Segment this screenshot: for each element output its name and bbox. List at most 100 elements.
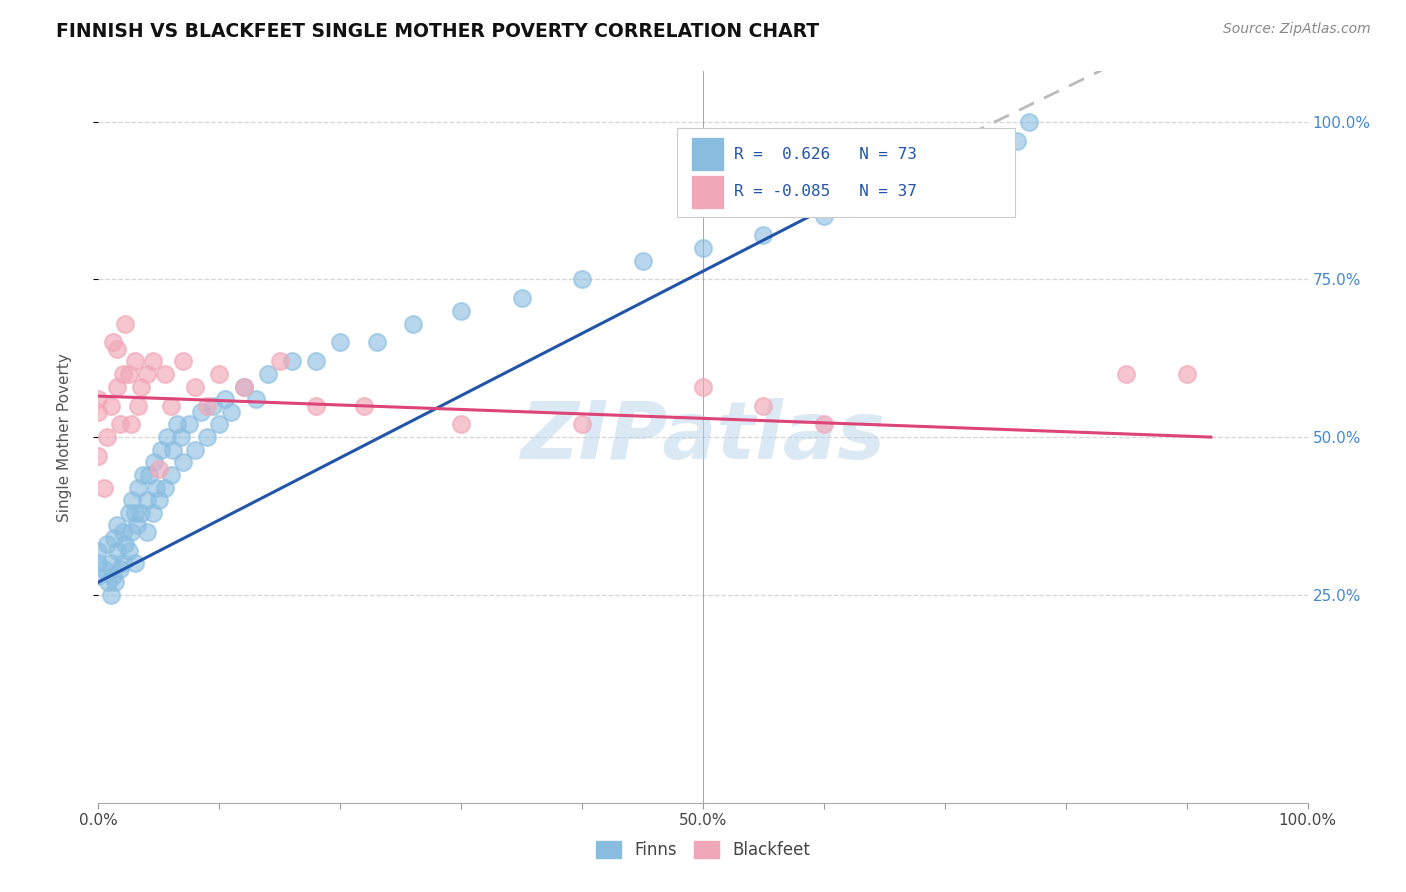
Point — [510, 291, 533, 305]
Point — [934, 190, 956, 204]
Point — [114, 537, 136, 551]
Point — [994, 146, 1017, 161]
Point — [124, 354, 146, 368]
Point — [87, 569, 110, 583]
Point — [1175, 367, 1198, 381]
Point — [135, 367, 157, 381]
Point — [153, 481, 176, 495]
Point — [184, 379, 207, 393]
Point — [108, 417, 131, 432]
Point — [184, 442, 207, 457]
Point — [129, 506, 152, 520]
Point — [232, 379, 254, 393]
Point — [118, 543, 141, 558]
Point — [127, 518, 149, 533]
Point — [692, 379, 714, 393]
Point — [179, 417, 201, 432]
Point — [105, 518, 128, 533]
Point — [256, 367, 278, 381]
Point — [172, 354, 194, 368]
Point — [118, 506, 141, 520]
Point — [166, 417, 188, 432]
Point — [111, 367, 134, 381]
Point — [305, 354, 328, 368]
Point — [305, 399, 328, 413]
Point — [120, 417, 142, 432]
Point — [195, 430, 218, 444]
Point — [813, 210, 835, 224]
Point — [120, 524, 142, 539]
Point — [202, 399, 225, 413]
Point — [87, 392, 110, 407]
Point — [121, 493, 143, 508]
Point — [190, 405, 212, 419]
Point — [1007, 134, 1029, 148]
Point — [752, 399, 775, 413]
Point — [135, 524, 157, 539]
Point — [111, 556, 134, 570]
Point — [124, 556, 146, 570]
Point — [108, 562, 131, 576]
Point — [118, 367, 141, 381]
Point — [127, 481, 149, 495]
Point — [366, 335, 388, 350]
Point — [160, 467, 183, 482]
Point — [692, 241, 714, 255]
Point — [353, 399, 375, 413]
Point — [124, 506, 146, 520]
Point — [97, 575, 120, 590]
Point — [631, 253, 654, 268]
Point — [221, 405, 243, 419]
Point — [214, 392, 236, 407]
Point — [145, 481, 167, 495]
Point — [208, 367, 231, 381]
Point — [101, 335, 124, 350]
Point — [873, 190, 896, 204]
Point — [101, 569, 124, 583]
Point — [232, 379, 254, 393]
Point — [100, 399, 122, 413]
Point — [105, 379, 128, 393]
Point — [160, 399, 183, 413]
Point — [245, 392, 267, 407]
Point — [571, 417, 593, 432]
Point — [87, 556, 110, 570]
Point — [269, 354, 291, 368]
Point — [1115, 367, 1137, 381]
Point — [153, 367, 176, 381]
Point — [1018, 115, 1040, 129]
Point — [195, 399, 218, 413]
Point — [93, 481, 115, 495]
Point — [981, 153, 1004, 167]
Point — [93, 562, 115, 576]
Point — [910, 178, 932, 192]
Point — [957, 165, 980, 179]
Point — [148, 461, 170, 475]
Point — [150, 442, 173, 457]
Point — [96, 430, 118, 444]
Text: FINNISH VS BLACKFEET SINGLE MOTHER POVERTY CORRELATION CHART: FINNISH VS BLACKFEET SINGLE MOTHER POVER… — [56, 22, 820, 41]
Point — [87, 543, 110, 558]
Point — [138, 467, 160, 482]
Text: Source: ZipAtlas.com: Source: ZipAtlas.com — [1223, 22, 1371, 37]
Point — [100, 588, 122, 602]
Legend: Finns, Blackfeet: Finns, Blackfeet — [588, 833, 818, 868]
Point — [156, 430, 179, 444]
Point — [402, 317, 425, 331]
Point — [132, 467, 155, 482]
Point — [142, 506, 165, 520]
Point — [142, 354, 165, 368]
Point — [172, 455, 194, 469]
Point — [96, 537, 118, 551]
Text: R = -0.085   N = 37: R = -0.085 N = 37 — [734, 185, 917, 200]
Point — [169, 430, 191, 444]
Point — [148, 493, 170, 508]
Point — [162, 442, 184, 457]
Point — [135, 493, 157, 508]
Text: R =  0.626   N = 73: R = 0.626 N = 73 — [734, 147, 917, 162]
Point — [208, 417, 231, 432]
Point — [129, 379, 152, 393]
Point — [105, 543, 128, 558]
Point — [127, 399, 149, 413]
Point — [450, 417, 472, 432]
